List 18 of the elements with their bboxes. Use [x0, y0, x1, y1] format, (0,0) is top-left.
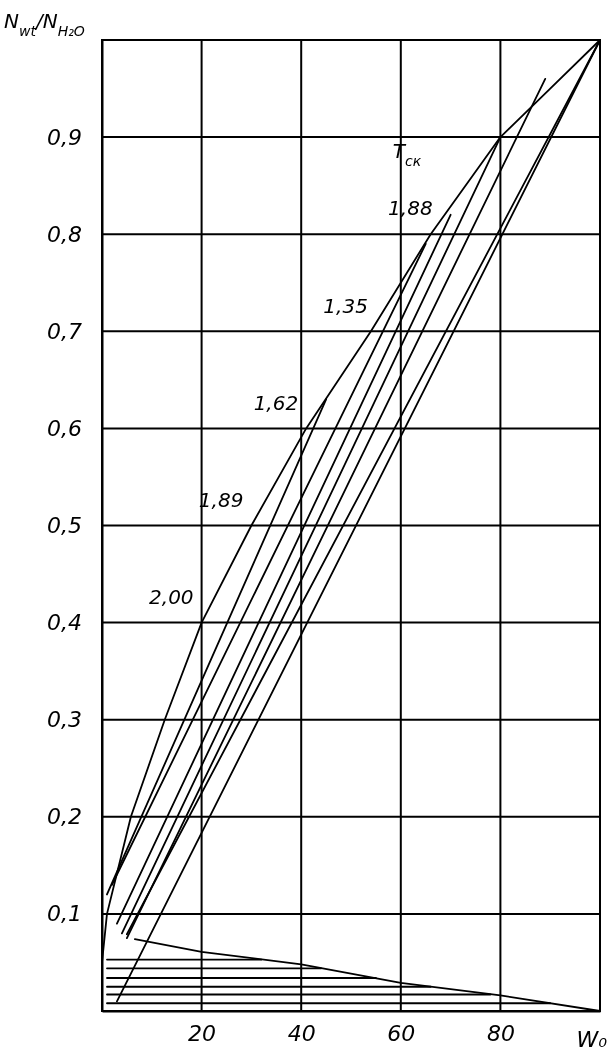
y-tick-label: 0,8: [47, 221, 82, 247]
y-tick-label: 0,5: [47, 513, 82, 539]
y-tick-label: 0,6: [47, 415, 82, 441]
annotation: 1,35: [323, 293, 368, 318]
annotation: 2,00: [149, 584, 194, 609]
x-tick-label: 40: [287, 1020, 316, 1046]
y-tick-label: 0,7: [47, 318, 82, 344]
x-tick-label: 20: [188, 1020, 217, 1046]
annotation: 1,62: [253, 390, 299, 415]
x-axis-title: W₀: [576, 1027, 608, 1052]
y-tick-label: 0,3: [47, 707, 82, 733]
y-tick-label: 0,2: [47, 804, 82, 830]
y-axis-title: N$_{wt}$/N$_{H₂O}$: [4, 9, 85, 39]
y-tick-label: 0,1: [47, 901, 82, 927]
y-tick-label: 0,9: [47, 124, 82, 150]
y-tick-label: 0,4: [47, 610, 82, 636]
x-tick-label: 60: [387, 1020, 416, 1046]
x-tick-label: 80: [486, 1020, 515, 1046]
